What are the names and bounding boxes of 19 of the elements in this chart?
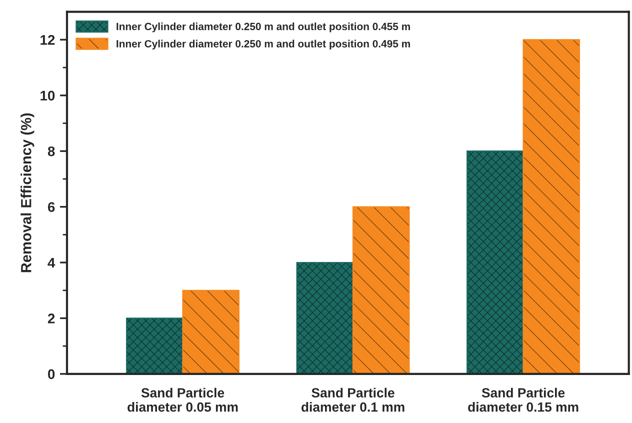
- y-tick-label: 6: [48, 202, 55, 212]
- y-tick-label: 2: [48, 314, 55, 324]
- y-tick-label: 4: [48, 258, 56, 268]
- bar: [126, 318, 184, 374]
- y-tick-label: 12: [40, 35, 55, 45]
- bar: [466, 150, 524, 374]
- legend-label: Inner Cylinder diameter 0.250 m and outlet position 0.495 m: [116, 40, 410, 50]
- y-tick-label: 0: [48, 369, 55, 380]
- y-axis-title: Removal Efficiency (%): [20, 113, 34, 272]
- bar: [352, 206, 410, 374]
- x-tick-label: Sand Particle diameter 0.15 mm: [468, 388, 578, 412]
- bar: [296, 262, 354, 374]
- bar: [182, 290, 240, 374]
- y-tick-label: 10: [40, 90, 55, 101]
- x-tick-label: Sand Particle diameter 0.05 mm: [128, 388, 238, 412]
- bar: [522, 39, 580, 374]
- x-tick-label: Sand Particle diameter 0.1 mm: [302, 388, 404, 412]
- y-tick-label: 8: [48, 146, 55, 156]
- legend-label: Inner Cylinder diameter 0.250 m and outlet position 0.455 m: [116, 22, 410, 32]
